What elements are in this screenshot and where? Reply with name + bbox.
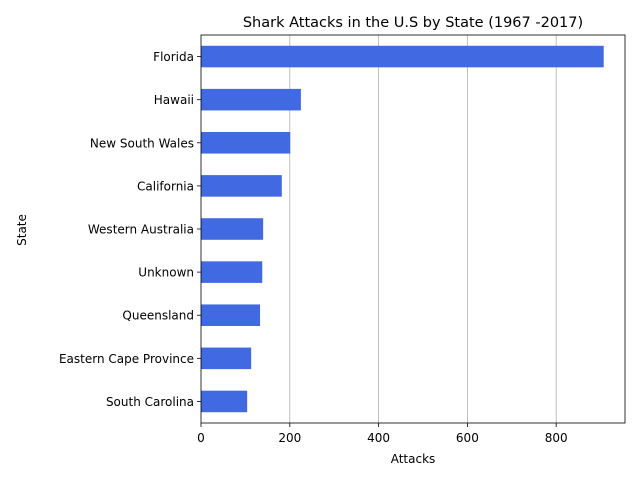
bar [201, 88, 301, 111]
bar [201, 304, 261, 326]
bar [201, 390, 248, 413]
chart-title: Shark Attacks in the U.S by State (1967 … [243, 15, 583, 31]
x-axis-label: Attacks [391, 452, 436, 466]
bar [201, 261, 263, 283]
y-tick-label: Eastern Cape Province [59, 352, 194, 366]
x-tick-label: 0 [197, 431, 205, 445]
x-tick-label: 200 [278, 431, 301, 445]
y-tick-label: Western Australia [88, 223, 194, 237]
gridlines [289, 35, 557, 423]
ticks: 0 200 400 600 800 Florida Hawaii New South Wale… [59, 50, 568, 445]
y-tick-label: Unknown [138, 266, 194, 280]
bar [201, 132, 291, 154]
y-axis-label: State [15, 214, 29, 246]
y-tick-label: California [137, 179, 194, 193]
bars [201, 45, 604, 413]
y-tick-label: Florida [153, 50, 194, 64]
bar [201, 218, 264, 240]
y-tick-label: Queensland [122, 309, 194, 323]
bar [201, 175, 282, 197]
y-tick-label: New South Wales [90, 136, 194, 150]
y-tick-label: South Carolina [106, 395, 194, 409]
x-tick-label: 400 [367, 431, 390, 445]
bar [201, 347, 252, 370]
x-tick-label: 800 [545, 431, 568, 445]
x-tick-label: 600 [456, 431, 479, 445]
y-tick-label: Hawaii [154, 93, 194, 107]
bar [201, 45, 604, 68]
